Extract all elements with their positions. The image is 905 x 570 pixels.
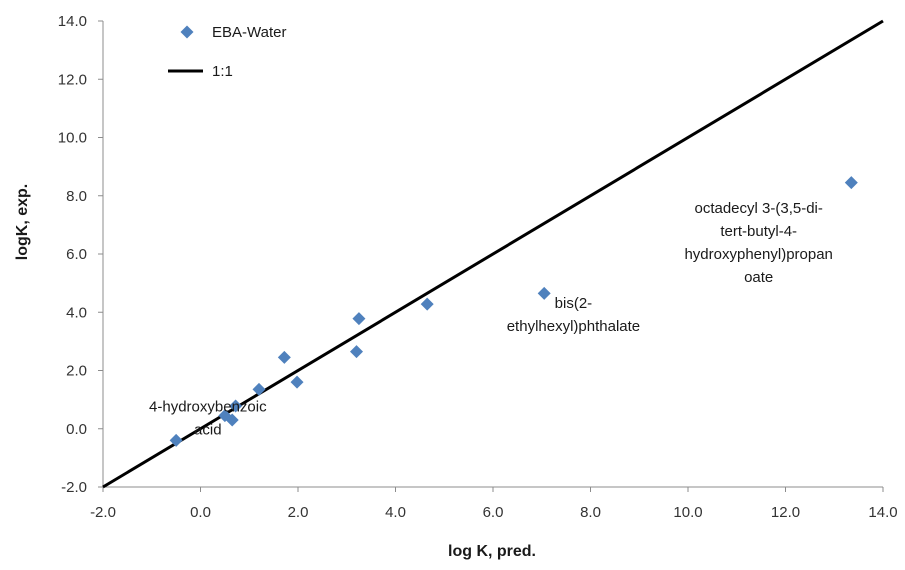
legend-label-series: EBA-Water bbox=[212, 24, 286, 41]
legend-marker-swatch bbox=[180, 25, 194, 39]
data-point bbox=[537, 286, 551, 300]
annotation-line: oate bbox=[744, 269, 773, 286]
x-tick-label: 4.0 bbox=[385, 504, 406, 521]
y-tick-label: 0.0 bbox=[66, 421, 87, 438]
data-point bbox=[225, 413, 239, 427]
annotation-line: octadecyl 3-(3,5-di- bbox=[694, 200, 822, 217]
y-tick-label: 12.0 bbox=[58, 71, 87, 88]
annotation-line: bis(2- bbox=[555, 295, 593, 312]
data-point bbox=[350, 345, 363, 359]
annotation-line: ethylhexyl)phthalate bbox=[507, 318, 640, 335]
legend: EBA-Water 1:1 bbox=[168, 24, 286, 80]
x-tick-label: 14.0 bbox=[868, 504, 897, 521]
x-tick-label: 12.0 bbox=[771, 504, 800, 521]
annotations-layer: 4-hydroxybenzoic acid bis(2- ethylhexyl)pht… bbox=[149, 200, 833, 438]
point-annotation: bis(2- ethylhexyl)phthalate bbox=[507, 295, 640, 335]
data-point bbox=[169, 433, 183, 447]
data-points-layer bbox=[169, 176, 858, 447]
data-point bbox=[420, 297, 434, 311]
x-tick-label: 8.0 bbox=[580, 504, 601, 521]
data-point bbox=[352, 312, 366, 326]
annotation-line: acid bbox=[194, 421, 222, 438]
data-point bbox=[277, 350, 291, 364]
x-tick-label: 2.0 bbox=[288, 504, 309, 521]
x-tick-label: 0.0 bbox=[190, 504, 211, 521]
point-annotation: octadecyl 3-(3,5-di-tert-butyl-4- hydroxy… bbox=[684, 200, 832, 286]
y-tick-label: 8.0 bbox=[66, 188, 87, 205]
legend-label-line: 1:1 bbox=[212, 63, 233, 80]
x-tick-label: -2.0 bbox=[90, 504, 116, 521]
data-point bbox=[252, 382, 266, 396]
y-tick-label: 2.0 bbox=[66, 363, 87, 380]
data-point bbox=[229, 399, 243, 413]
data-point bbox=[290, 375, 304, 389]
annotation-line: hydroxyphenyl)propan bbox=[684, 246, 832, 263]
axes: -2.0 0.0 2.0 4.0 6.0 8.0 10.0 12.0 14.0 -2.0 0.0 2.… bbox=[58, 13, 898, 521]
x-tick-label: 6.0 bbox=[483, 504, 504, 521]
data-point bbox=[844, 176, 858, 190]
point-annotation: 4-hydroxybenzoic acid bbox=[149, 398, 267, 438]
x-axis-title: log K, pred. bbox=[448, 543, 536, 560]
y-tick-label: 14.0 bbox=[58, 13, 87, 30]
annotation-line: 4-hydroxybenzoic bbox=[149, 398, 267, 415]
y-tick-label: 4.0 bbox=[66, 304, 87, 321]
x-tick-label: 10.0 bbox=[673, 504, 702, 521]
y-tick-label: 10.0 bbox=[58, 130, 87, 147]
y-tick-label: 6.0 bbox=[66, 246, 87, 263]
y-axis-title: logK, exp. bbox=[14, 184, 31, 260]
annotation-line: tert-butyl-4- bbox=[720, 223, 797, 240]
y-tick-label: -2.0 bbox=[61, 479, 87, 496]
